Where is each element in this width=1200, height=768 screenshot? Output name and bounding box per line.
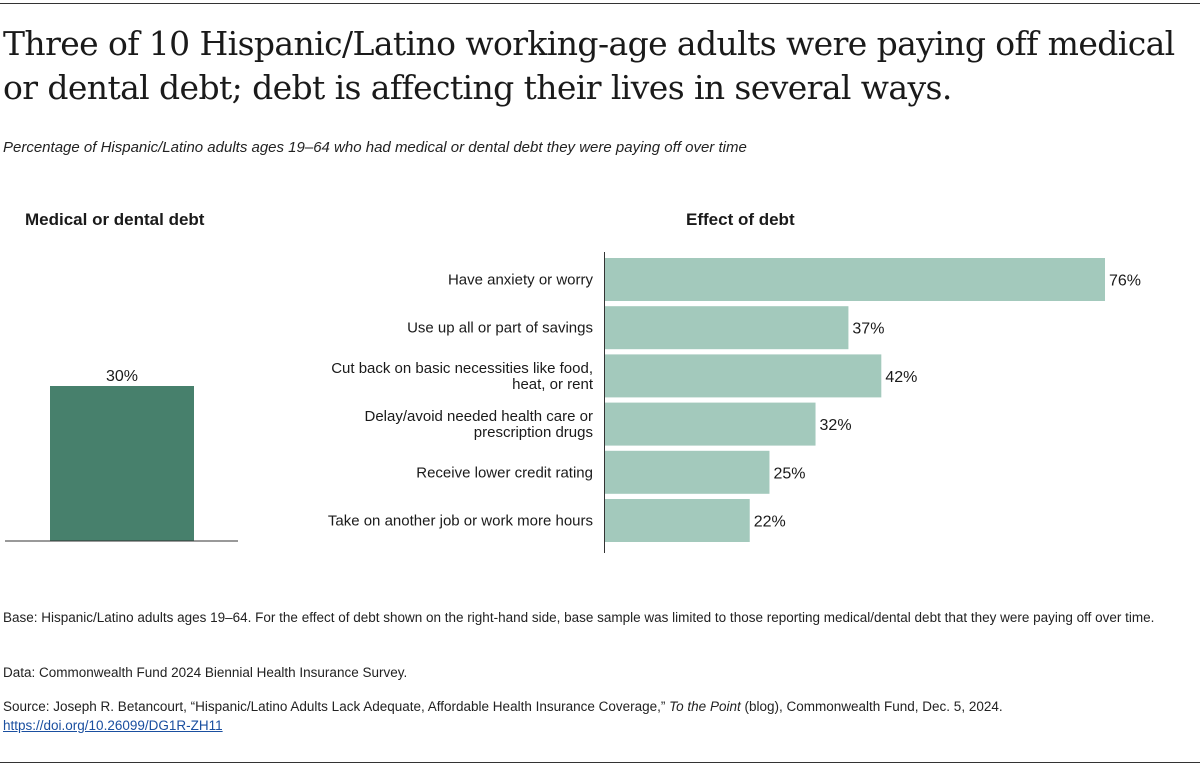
effect-category-label: Delay/avoid needed health care or prescri… (365, 408, 594, 441)
effect-bar (605, 306, 849, 350)
effect-bar-value-label: 22% (754, 514, 786, 531)
effect-category-label: Use up all or part of savings (407, 320, 593, 337)
effect-bar (605, 499, 750, 542)
effect-bar (605, 450, 770, 494)
effect-category-label: Take on another job or work more hours (328, 513, 593, 530)
effect-bar-value-label: 32% (820, 417, 852, 434)
effect-bar (605, 402, 816, 446)
effect-bar-value-label: 42% (885, 369, 917, 386)
right-panel-title: Effect of debt (686, 210, 795, 229)
source-text: Source: Joseph R. Betancourt, “Hispanic/… (3, 699, 670, 714)
effect-bar-value-label: 76% (1109, 273, 1141, 290)
effect-category-label: Receive lower credit rating (416, 464, 593, 481)
source-text-end: (blog), Commonwealth Fund, Dec. 5, 2024. (740, 699, 1003, 714)
effect-bar (605, 258, 1105, 301)
footnote-source: Source: Joseph R. Betancourt, “Hispanic/… (3, 697, 1188, 735)
chart-title: Three of 10 Hispanic/Latino working-age … (3, 24, 1175, 107)
footnote-base: Base: Hispanic/Latino adults ages 19–64.… (3, 610, 1155, 625)
effect-category-label: Have anxiety or worry (448, 272, 594, 289)
effect-bar-value-label: 25% (773, 465, 805, 482)
chart-subtitle: Percentage of Hispanic/Latino adults age… (3, 139, 747, 156)
footnote-data: Data: Commonwealth Fund 2024 Biennial He… (3, 665, 408, 680)
effect-category-label: Cut back on basic necessities like food,… (331, 360, 594, 393)
bottom-rule (0, 762, 1200, 763)
effect-bar-value-label: 37% (852, 321, 884, 338)
source-blog-name: To the Point (669, 699, 741, 714)
left-bar (50, 386, 194, 541)
source-doi-link[interactable]: https://doi.org/10.26099/DG1R-ZH11 (3, 718, 223, 733)
left-panel-title: Medical or dental debt (25, 210, 205, 229)
effect-bar (605, 354, 882, 398)
left-bar-value-label: 30% (106, 368, 138, 385)
top-rule (0, 3, 1200, 4)
